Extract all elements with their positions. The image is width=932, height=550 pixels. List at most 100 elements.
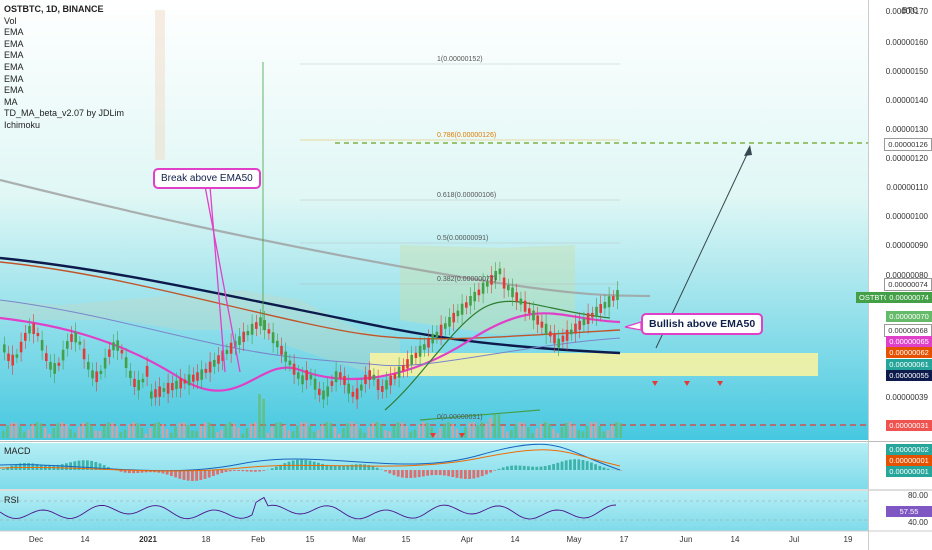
callout-pointer [204, 185, 241, 373]
volume-bar [266, 432, 270, 438]
candle-body [410, 354, 413, 365]
volume-bar [136, 423, 139, 438]
candle-body [166, 382, 170, 394]
volume-bar [380, 424, 383, 438]
volume-bar [325, 422, 328, 438]
candle-body [536, 315, 539, 325]
legend-item-ema[interactable]: EMA [4, 27, 24, 38]
macd-histogram-bar [296, 459, 299, 470]
macd-histogram-bar [195, 470, 198, 481]
volume-bar [539, 423, 543, 438]
legend-item-ema[interactable]: EMA [4, 38, 24, 49]
candle-body [456, 310, 460, 317]
macd-histogram-bar [447, 470, 450, 477]
macd-histogram-bar [165, 470, 169, 475]
callout-break-ema50[interactable]: Break above EMA50 [153, 168, 261, 189]
macd-histogram-bar [514, 465, 518, 470]
volume-bar [581, 431, 585, 438]
price-axis-label: 0.00000160 [885, 38, 928, 47]
volume-bar [312, 431, 316, 438]
candle-body [343, 375, 346, 385]
volume-bar [270, 426, 274, 438]
callout-bullish-ema50[interactable]: Bullish above EMA50 [641, 313, 764, 335]
candle-body [36, 332, 40, 337]
volume-bar [31, 424, 34, 438]
macd-histogram-bar [224, 470, 228, 473]
volume-bar [107, 422, 110, 438]
macd-histogram-bar [249, 470, 253, 472]
macd-histogram-bar [228, 470, 232, 472]
candle-body [347, 383, 350, 394]
macd-histogram-bar [556, 462, 560, 470]
volume-bar [485, 423, 488, 438]
candle-body [213, 359, 216, 367]
candle-body [45, 353, 48, 361]
date-label: 15 [401, 535, 411, 544]
candle-body [439, 324, 443, 336]
rsi-label[interactable]: RSI [4, 495, 20, 505]
date-label: May [566, 535, 582, 544]
macd-histogram-bar [489, 470, 492, 473]
macd-histogram-bar [132, 470, 135, 474]
candle-body [427, 338, 430, 348]
macd-histogram-bar [128, 470, 131, 474]
volume-bar [224, 424, 228, 438]
rsi-line [0, 496, 617, 520]
macd-line [0, 443, 621, 472]
candle-body [549, 331, 552, 337]
candle-body [435, 331, 439, 338]
volume-bar [233, 423, 236, 438]
volume-bar [619, 423, 622, 438]
candle-body [473, 291, 476, 302]
candle-body [99, 370, 103, 375]
macd-histogram-bar [191, 470, 194, 481]
volume-bar [39, 423, 43, 438]
macd-histogram-bar [35, 463, 39, 470]
candle-body [393, 373, 397, 379]
legend-item-ema[interactable]: EMA [4, 61, 24, 72]
candle-body [595, 306, 598, 317]
symbol-title[interactable]: OSTBTC, 1D, BINANCE [4, 4, 104, 14]
candle-body [368, 370, 371, 380]
volume-bar [153, 423, 156, 438]
macd-value-tag: 0.00000002 [886, 444, 932, 455]
candle-body [301, 375, 304, 385]
legend-item-td-ma[interactable]: TD_MA_beta_v2.07 by JDLim [4, 108, 125, 119]
macd-histogram-bar [123, 470, 127, 473]
volume-bar [510, 429, 513, 438]
volume-bar [543, 422, 547, 438]
candle-body [591, 312, 594, 318]
macd-histogram-bar [321, 463, 324, 470]
candle-body [238, 336, 241, 345]
legend-item-ichimoku[interactable]: Ichimoku [4, 119, 41, 130]
candle-body [225, 349, 229, 355]
candle-body [137, 379, 140, 391]
legend-item-ma[interactable]: MA [4, 96, 18, 107]
volume-bar [10, 422, 13, 438]
legend-item-vol[interactable]: Vol [4, 15, 17, 26]
volume-bar [249, 423, 253, 438]
candle-body [187, 374, 191, 386]
macd-histogram-bar [136, 470, 140, 473]
legend-item-ema[interactable]: EMA [4, 50, 24, 61]
macd-histogram-bar [455, 470, 459, 478]
volume-bar [384, 430, 387, 438]
volume-bar [321, 424, 324, 438]
date-label: 15 [305, 535, 315, 544]
volume-bar [191, 430, 194, 438]
legend-item-ema[interactable]: EMA [4, 73, 24, 84]
macd-histogram-bar [207, 470, 211, 478]
macd-histogram-bar [262, 470, 266, 471]
fib-level-label: 0(0.00000031) [437, 414, 483, 421]
macd-label[interactable]: MACD [4, 446, 31, 456]
candle-body [519, 298, 523, 305]
legend-item-ema[interactable]: EMA [4, 85, 24, 96]
candle-body [582, 318, 586, 326]
candle-body [66, 341, 69, 349]
volume-bar [27, 429, 30, 438]
price-tag: 0.00000065 [886, 336, 932, 347]
macd-histogram-bar [81, 460, 85, 470]
volume-bar [527, 427, 530, 438]
